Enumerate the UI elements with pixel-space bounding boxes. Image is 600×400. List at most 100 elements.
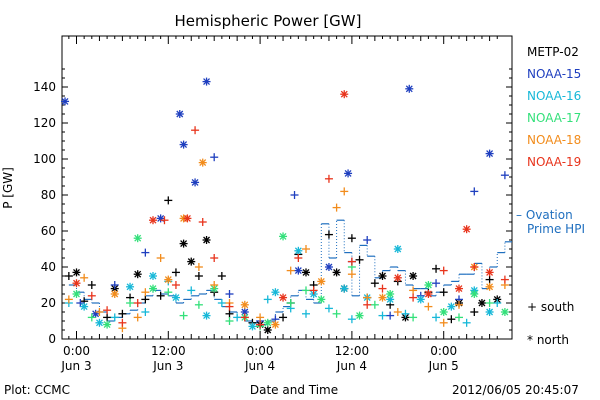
- point-north: [91, 309, 100, 318]
- marker-stroke: [176, 110, 184, 118]
- point-north: [477, 299, 486, 307]
- point-south: [470, 308, 479, 316]
- point-north: [248, 322, 257, 331]
- marker-stroke: [203, 312, 211, 320]
- point-south: [133, 313, 142, 322]
- footer-plot-credit: Plot: CCMC: [4, 383, 70, 397]
- point-south: [347, 257, 356, 266]
- point-south: [470, 263, 479, 271]
- marker-stroke: [264, 319, 272, 327]
- point-south: [355, 255, 364, 264]
- marker-stroke: [180, 240, 188, 248]
- point-south: [302, 245, 310, 253]
- marker-stroke: [149, 285, 157, 293]
- x-tick-label-time: 0:00: [430, 344, 457, 358]
- point-south: [439, 288, 448, 297]
- point-south: [103, 313, 112, 322]
- point-north: [149, 272, 157, 280]
- point-south: [439, 266, 448, 275]
- point-south: [126, 299, 135, 307]
- point-south: [340, 187, 349, 196]
- y-tick-label: 120: [33, 116, 56, 130]
- point-south: [210, 281, 219, 289]
- marker-stroke: [279, 294, 287, 302]
- point-north: [485, 308, 494, 316]
- point-south: [324, 174, 333, 183]
- point-south: [447, 315, 456, 324]
- point-south: [347, 234, 356, 243]
- marker-stroke: [486, 268, 494, 276]
- point-south: [432, 279, 441, 288]
- point-north: [80, 302, 89, 311]
- point-south: [225, 309, 234, 318]
- point-south: [485, 275, 494, 284]
- y-tick-label: 60: [41, 224, 56, 238]
- point-south: [347, 315, 356, 324]
- plot-frame: [61, 35, 513, 340]
- point-south: [156, 254, 165, 262]
- marker-stroke: [325, 263, 333, 271]
- point-south: [164, 288, 173, 297]
- point-south: [64, 272, 73, 280]
- marker-stroke: [386, 290, 394, 298]
- point-south: [294, 254, 303, 262]
- marker-stroke: [73, 290, 80, 298]
- point-north: [302, 268, 310, 277]
- point-north: [424, 290, 433, 298]
- marker-stroke: [302, 268, 310, 276]
- y-tick-label: 40: [41, 260, 56, 274]
- point-north: [294, 266, 303, 275]
- marker-stroke: [164, 276, 172, 284]
- point-north: [263, 318, 272, 327]
- marker-stroke: [199, 159, 207, 167]
- point-south: [225, 302, 234, 311]
- point-south: [233, 313, 242, 322]
- marker-stroke: [271, 288, 279, 296]
- point-south: [324, 304, 333, 313]
- marker-stroke: [183, 214, 191, 222]
- point-north: [393, 273, 402, 282]
- point-north: [340, 284, 349, 293]
- marker-stroke: [424, 281, 432, 289]
- marker-stroke: [486, 283, 494, 291]
- marker-stroke: [486, 150, 494, 158]
- point-north: [355, 311, 364, 320]
- marker-stroke: [203, 78, 211, 86]
- marker-stroke: [157, 214, 165, 222]
- point-south: [87, 313, 96, 322]
- point-south: [386, 311, 395, 320]
- marker-stroke: [80, 303, 88, 311]
- marker-stroke: [501, 308, 509, 316]
- point-north: [279, 232, 288, 241]
- point-north: [179, 140, 188, 149]
- point-south: [110, 281, 119, 289]
- marker-stroke: [203, 236, 211, 244]
- marker-stroke: [172, 294, 180, 302]
- point-south: [470, 187, 479, 196]
- marker-stroke: [455, 285, 463, 293]
- point-south: [302, 309, 310, 318]
- marker-stroke: [340, 90, 348, 98]
- point-south: [500, 275, 509, 284]
- point-south: [302, 286, 310, 295]
- point-north: [324, 263, 333, 271]
- point-south: [210, 153, 219, 162]
- point-south: [256, 313, 265, 322]
- point-south: [401, 309, 410, 318]
- point-north: [95, 318, 104, 327]
- point-south: [141, 308, 150, 316]
- legend-south: + south: [527, 300, 574, 314]
- point-south: [370, 279, 379, 288]
- marker-stroke: [340, 285, 348, 293]
- point-north: [72, 268, 81, 277]
- point-south: [462, 318, 471, 327]
- legend-entry-noaa-18: NOAA-18: [527, 133, 581, 147]
- point-south: [141, 295, 150, 304]
- point-north: [156, 214, 165, 223]
- marker-stroke: [73, 268, 80, 276]
- point-south: [164, 196, 173, 205]
- marker-stroke: [191, 178, 199, 186]
- point-north: [103, 320, 112, 329]
- marker-stroke: [134, 234, 142, 242]
